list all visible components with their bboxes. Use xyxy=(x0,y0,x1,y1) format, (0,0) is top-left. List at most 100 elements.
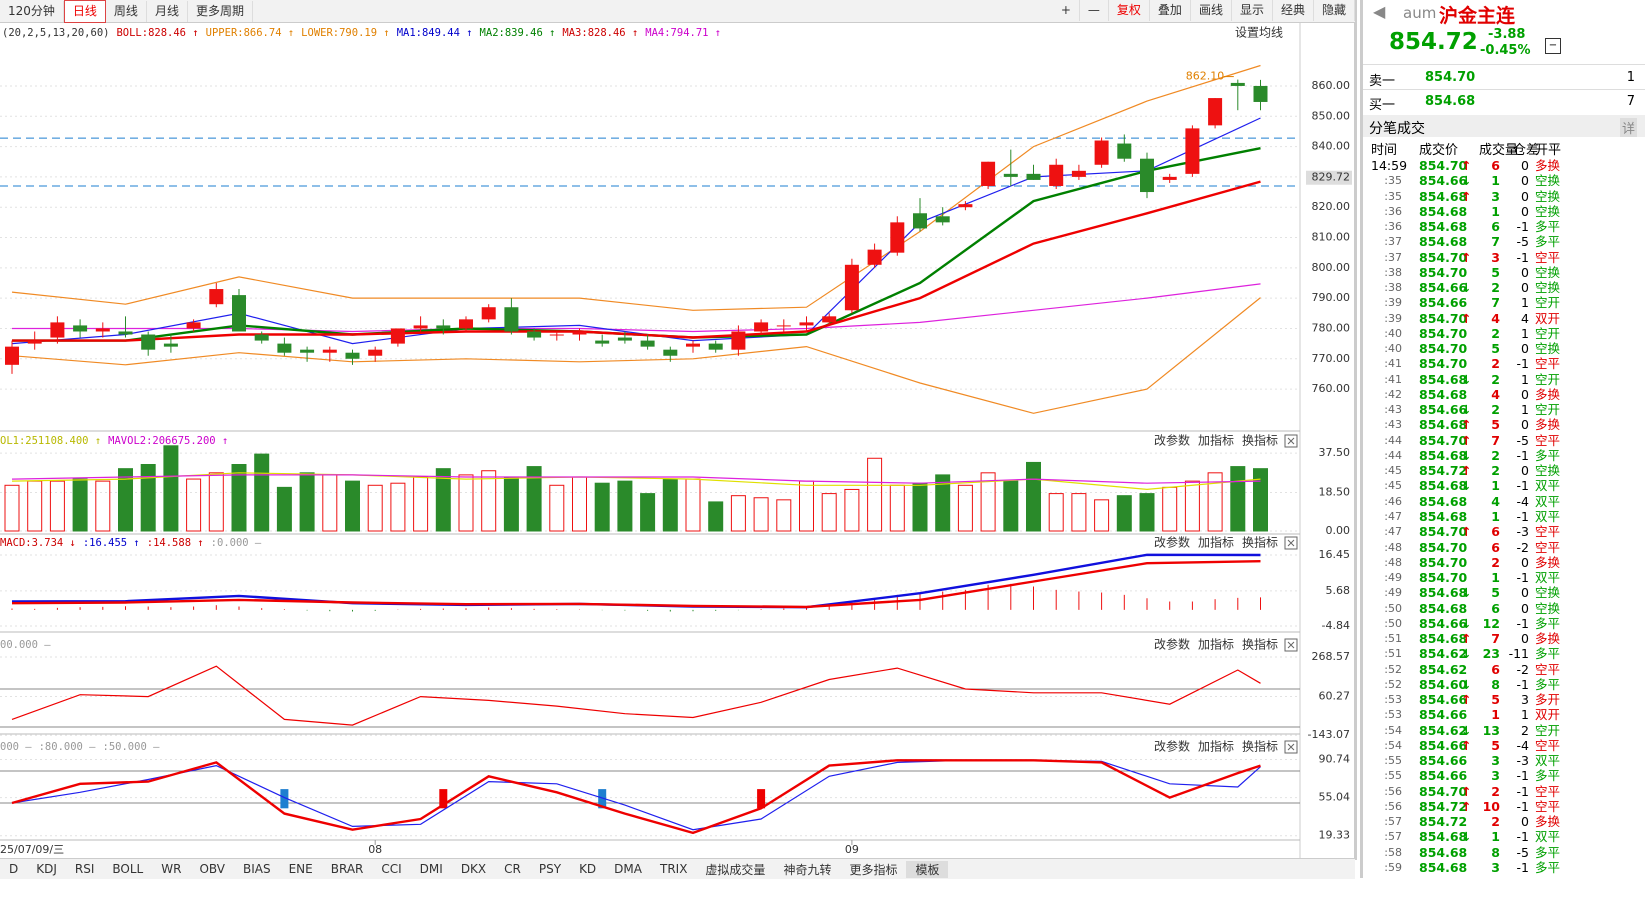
indicator-tab[interactable]: DKX xyxy=(460,862,487,876)
trade-type: 双平 xyxy=(1535,508,1561,524)
candle-body xyxy=(73,325,88,332)
arrow[interactable]: ◀ xyxy=(1373,2,1386,21)
trade-type: 多平 xyxy=(1535,234,1561,250)
trade-arrow: ↓ xyxy=(1461,585,1472,601)
indicator-line xyxy=(11,560,1261,609)
trade-time: :51 xyxy=(1384,647,1402,661)
indicator-tab[interactable]: DMI xyxy=(419,862,443,876)
splitter xyxy=(1354,0,1357,860)
trade-volume: 7 xyxy=(1491,295,1500,311)
indicator-tab[interactable]: 神奇九转 xyxy=(783,862,832,877)
indicator-tab[interactable]: BOLL xyxy=(112,862,144,876)
indicator-tab[interactable]: D xyxy=(9,862,19,876)
panel-button[interactable]: 加指标 xyxy=(1198,535,1234,550)
panel-button[interactable]: 改参数 xyxy=(1154,637,1190,652)
period-tab[interactable]: 月线 xyxy=(147,0,188,22)
close-icon xyxy=(1287,641,1295,649)
close-button[interactable] xyxy=(1284,638,1298,652)
period-tab[interactable]: 日线 xyxy=(63,0,106,23)
panel-button[interactable]: 改参数 xyxy=(1154,739,1190,754)
indicator-tab[interactable]: BIAS xyxy=(242,862,271,876)
candle-body xyxy=(232,295,246,332)
trade-type: 空换 xyxy=(1535,585,1561,601)
collapse[interactable]: − xyxy=(1545,38,1561,54)
trade-volume: 2 xyxy=(1491,325,1500,341)
trade-type: 多换 xyxy=(1535,631,1561,647)
tool-button[interactable]: 复权 xyxy=(1109,0,1150,21)
trade-volume: 6 xyxy=(1491,661,1500,677)
zoom-button[interactable]: — xyxy=(1080,0,1109,21)
trade-type: 空平 xyxy=(1535,539,1561,555)
high-label: 862.10 xyxy=(1186,70,1225,83)
tool-button[interactable]: 画线 xyxy=(1191,0,1232,21)
indicator-tab[interactable]: CCI xyxy=(381,862,402,876)
trade-arrow: ↓ xyxy=(1461,615,1472,631)
trade-time: :48 xyxy=(1384,555,1402,569)
panel-button[interactable]: 加指标 xyxy=(1198,637,1234,652)
close-button[interactable] xyxy=(1284,536,1298,550)
zoom-button[interactable]: + xyxy=(1053,0,1080,21)
volume-bar xyxy=(1139,493,1155,532)
detail-button[interactable]: 详 xyxy=(1619,118,1637,137)
trade-diff: -1 xyxy=(1516,768,1529,784)
trade-type: 多平 xyxy=(1535,219,1561,235)
indicator-tab[interactable]: 虚拟成交量 xyxy=(705,862,766,877)
candle-body xyxy=(981,161,996,186)
panel-button[interactable]: 加指标 xyxy=(1198,739,1234,754)
column-header: 开平 xyxy=(1535,143,1562,158)
indicator-tab[interactable]: OBV xyxy=(199,862,225,876)
volume-bar xyxy=(685,478,701,532)
panel-button[interactable]: 换指标 xyxy=(1242,535,1278,550)
panel-button[interactable]: 改参数 xyxy=(1154,535,1190,550)
panel-button[interactable]: 加指标 xyxy=(1198,433,1234,448)
trade-arrow: ↑ xyxy=(1461,188,1472,204)
trade-diff: 0 xyxy=(1521,585,1529,601)
close-button[interactable] xyxy=(1284,740,1298,754)
volume-bar xyxy=(481,470,497,532)
indicator-tab[interactable]: PSY xyxy=(538,862,562,876)
indicator-tab[interactable]: KDJ xyxy=(36,862,57,876)
indicator-tab[interactable]: CR xyxy=(504,862,521,876)
trade-price: 854.70 xyxy=(1419,341,1468,357)
period-tab[interactable]: 120分钟 xyxy=(0,0,64,22)
close-button[interactable] xyxy=(1284,434,1298,448)
indicator-tab[interactable]: DMA xyxy=(614,862,642,876)
y-tick-label: 800.00 xyxy=(1312,261,1351,274)
trade-time: :38 xyxy=(1384,281,1402,295)
trade-time: :46 xyxy=(1384,494,1402,508)
tool-button[interactable]: 隐藏 xyxy=(1314,0,1355,21)
trade-diff: -1 xyxy=(1516,829,1529,845)
volume-bar xyxy=(231,464,247,532)
period-tab[interactable]: 更多周期 xyxy=(188,0,253,22)
legend-item: MA4:794.71 ↑ xyxy=(645,27,721,39)
y-tick-label: 860.00 xyxy=(1312,79,1351,92)
volume-bar xyxy=(980,472,996,532)
tool-button[interactable]: 叠加 xyxy=(1150,0,1191,21)
indicator-tab[interactable]: WR xyxy=(161,862,182,876)
panel-button[interactable]: 换指标 xyxy=(1242,739,1278,754)
y-tick-label: 37.50 xyxy=(1319,446,1351,459)
trade-price: 854.68 xyxy=(1419,829,1468,845)
ma-settings[interactable]: 设置均线 xyxy=(1235,26,1283,40)
period-tab[interactable]: 周线 xyxy=(106,0,147,22)
legend-item: UPPER:866.74 ↑ xyxy=(206,27,295,39)
panel-button[interactable]: 换指标 xyxy=(1242,433,1278,448)
panel-button[interactable]: 改参数 xyxy=(1154,433,1190,448)
candle-body xyxy=(186,322,201,329)
trade-price: 854.68 xyxy=(1419,585,1468,601)
indicator-tab[interactable]: RSI xyxy=(74,862,95,876)
tool-button[interactable]: 经典 xyxy=(1273,0,1314,21)
tool-button[interactable]: 显示 xyxy=(1232,0,1273,21)
trade-diff: -4 xyxy=(1516,493,1529,509)
volume-bar xyxy=(799,480,814,532)
indicator-tab[interactable]: KD xyxy=(579,862,597,876)
candle-body xyxy=(277,343,292,353)
indicator-tab[interactable]: TRIX xyxy=(659,862,688,876)
trade-time: :59 xyxy=(1384,860,1402,874)
panel-button[interactable]: 换指标 xyxy=(1242,637,1278,652)
indicator-tab[interactable]: ENE xyxy=(288,862,313,876)
indicator-tab[interactable]: 更多指标 xyxy=(849,862,898,877)
trade-volume: 3 xyxy=(1491,768,1500,784)
indicator-tab[interactable]: BRAR xyxy=(330,862,364,876)
indicator-tab[interactable]: 模板 xyxy=(906,860,949,878)
